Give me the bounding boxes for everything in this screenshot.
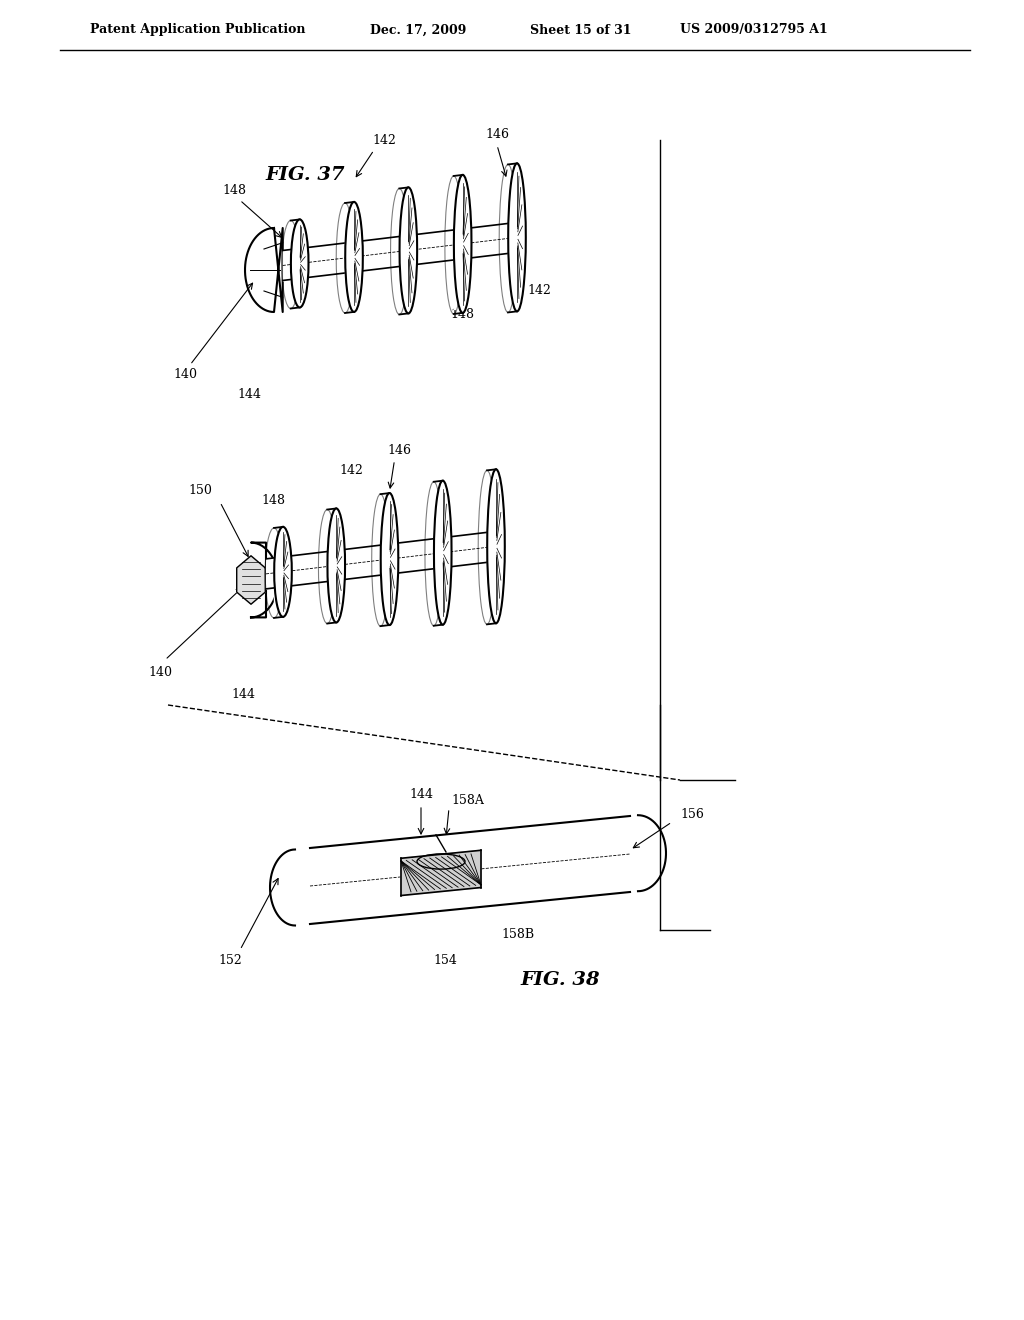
- Text: 146: 146: [485, 128, 509, 141]
- Polygon shape: [251, 543, 278, 618]
- Ellipse shape: [274, 527, 292, 616]
- Text: 144: 144: [238, 388, 262, 401]
- Text: 140: 140: [173, 368, 197, 381]
- Text: Patent Application Publication: Patent Application Publication: [90, 24, 305, 37]
- Ellipse shape: [487, 470, 505, 623]
- Text: 152: 152: [218, 953, 242, 966]
- Text: 140: 140: [148, 665, 172, 678]
- Text: 146: 146: [387, 444, 412, 457]
- Text: 154: 154: [433, 953, 457, 966]
- Text: 144: 144: [409, 788, 433, 801]
- Text: FIG. 37: FIG. 37: [265, 166, 345, 183]
- Text: 142: 142: [339, 463, 364, 477]
- Polygon shape: [270, 847, 310, 925]
- Ellipse shape: [399, 187, 417, 313]
- Text: 158B: 158B: [501, 928, 535, 941]
- Text: 142: 142: [527, 284, 551, 297]
- Polygon shape: [237, 556, 265, 605]
- Ellipse shape: [291, 219, 308, 308]
- Text: 144: 144: [231, 689, 255, 701]
- Text: 148: 148: [450, 309, 474, 322]
- Text: 148: 148: [261, 494, 285, 507]
- Ellipse shape: [434, 480, 452, 624]
- Polygon shape: [245, 228, 283, 312]
- Ellipse shape: [454, 174, 471, 313]
- Ellipse shape: [345, 202, 362, 312]
- Text: Dec. 17, 2009: Dec. 17, 2009: [370, 24, 466, 37]
- Ellipse shape: [381, 494, 398, 626]
- Text: US 2009/0312795 A1: US 2009/0312795 A1: [680, 24, 827, 37]
- Text: 156: 156: [680, 808, 703, 821]
- Polygon shape: [630, 816, 666, 892]
- Ellipse shape: [508, 164, 525, 312]
- Ellipse shape: [328, 508, 345, 623]
- Text: 148: 148: [222, 183, 247, 197]
- Text: 158A: 158A: [451, 793, 484, 807]
- Text: FIG. 38: FIG. 38: [520, 972, 600, 989]
- Text: 142: 142: [372, 133, 396, 147]
- Text: Sheet 15 of 31: Sheet 15 of 31: [530, 24, 632, 37]
- Polygon shape: [401, 850, 481, 895]
- Text: 150: 150: [188, 483, 212, 496]
